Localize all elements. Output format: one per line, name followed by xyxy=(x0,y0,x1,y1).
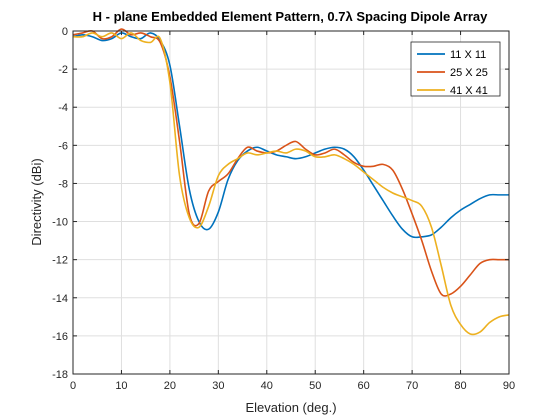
y-tick-label: -8 xyxy=(58,178,68,190)
legend-label-41-x-41: 41 X 41 xyxy=(450,85,488,97)
x-tick-label: 50 xyxy=(309,380,321,392)
x-tick-label: 60 xyxy=(358,380,370,392)
x-tick-label: 20 xyxy=(164,380,176,392)
y-tick-label: -4 xyxy=(58,102,68,114)
x-tick-label: 30 xyxy=(212,380,224,392)
legend-box xyxy=(410,41,501,97)
series-line-41-x-41 xyxy=(72,32,510,336)
x-tick-label: 70 xyxy=(406,380,418,392)
x-tick-label: 90 xyxy=(503,380,515,392)
tick-marks xyxy=(72,30,510,375)
y-tick-label: -12 xyxy=(52,255,68,267)
legend-label-25-x-25: 25 X 25 xyxy=(450,67,488,79)
y-tick-label: -2 xyxy=(58,64,68,76)
y-tick-label: -18 xyxy=(52,369,68,381)
x-tick-label: 80 xyxy=(454,380,466,392)
legend: 11 X 11 25 X 25 41 X 41 xyxy=(410,41,501,97)
y-tick-label: -16 xyxy=(52,331,68,343)
x-tick-label: 10 xyxy=(115,380,127,392)
y-tick-label: -14 xyxy=(52,293,68,305)
y-tick-label: -10 xyxy=(52,217,68,229)
y-tick-label: 0 xyxy=(62,26,68,38)
y-axis-label: Directivity (dBi) xyxy=(29,158,44,245)
plot-frame xyxy=(72,30,510,375)
tick-labels: 0 10 20 30 40 50 60 70 80 90 0 -2 -4 -6 -8 -10 -12 -14 -16… xyxy=(52,26,515,392)
legend-label-11-x-11: 11 X 11 xyxy=(450,49,486,61)
series-layer xyxy=(72,28,510,336)
x-axis-label: Elevation (deg.) xyxy=(245,400,336,415)
x-tick-label: 40 xyxy=(261,380,273,392)
series-line-11-x-11 xyxy=(72,32,509,239)
x-tick-label: 0 xyxy=(70,380,76,392)
y-tick-label: -6 xyxy=(58,140,68,152)
series-line-25-x-25 xyxy=(72,28,509,297)
chart-title: H - plane Embedded Element Pattern, 0.7λ… xyxy=(93,9,488,24)
